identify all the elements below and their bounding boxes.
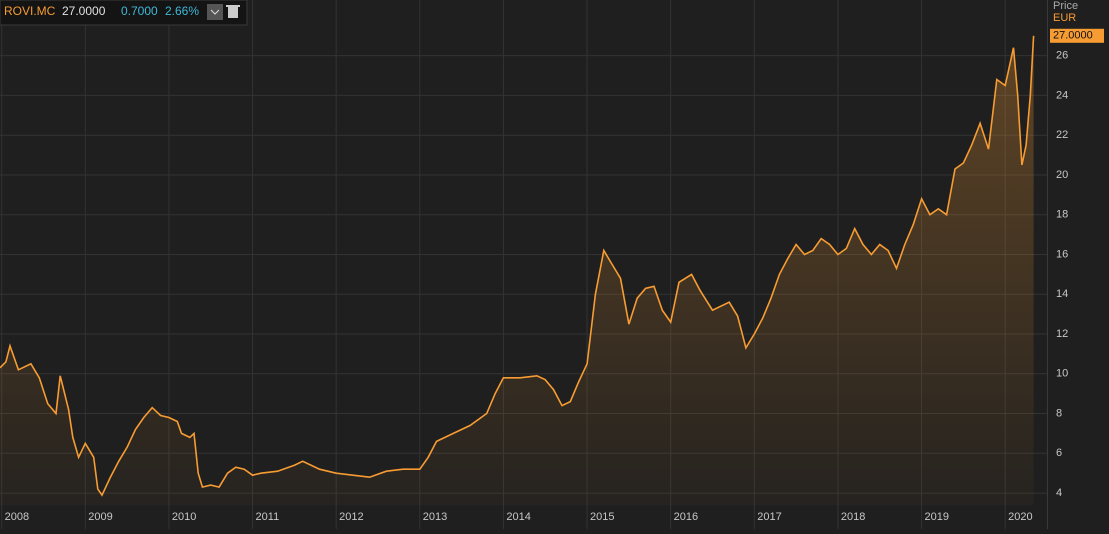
area [0, 35, 1034, 506]
x-tick-label: 2013 [423, 511, 447, 523]
x-tick-label: 2009 [88, 511, 112, 523]
price-line [0, 35, 1035, 497]
x-tick-label: 2020 [1008, 511, 1032, 523]
delete-button[interactable] [226, 5, 240, 18]
y-tick-label: 24 [1056, 89, 1068, 101]
x-tick-label: 2015 [590, 511, 614, 523]
y-tick-label: 18 [1056, 209, 1068, 221]
x-tick-label: 2011 [256, 511, 280, 523]
last-price: 27.0000 [62, 4, 106, 18]
x-tick-label: 2016 [674, 511, 698, 523]
y-tick-label: 16 [1056, 248, 1068, 260]
y-axis-title: Price [1053, 0, 1078, 12]
x-tick-label: 2008 [5, 511, 29, 523]
x-tick-label: 2017 [757, 511, 781, 523]
x-tick-label: 2019 [925, 511, 949, 523]
y-tick-label: 10 [1056, 368, 1068, 380]
y-tick-label: 12 [1056, 328, 1068, 340]
symbol: ROVI.MC [4, 4, 56, 18]
y-tick-label: 8 [1056, 407, 1062, 419]
header-box [0, 0, 248, 26]
x-tick-label: 2014 [506, 511, 530, 523]
y-tick-label: 20 [1056, 169, 1068, 181]
y-tick-label: 4 [1056, 487, 1062, 499]
y-tick-label: 26 [1056, 50, 1068, 62]
currency: EUR [1053, 12, 1076, 24]
y-tick-label: 22 [1056, 129, 1068, 141]
x-tick-label: 2012 [339, 511, 363, 523]
change: 0.7000 [121, 4, 158, 18]
dropdown-button[interactable] [207, 4, 223, 20]
dropdown-icon [210, 9, 220, 15]
x-tick-label: 2010 [172, 511, 196, 523]
x-tick-label: 2018 [841, 511, 865, 523]
y-tick-label: 14 [1056, 288, 1068, 300]
plot-area [0, 0, 1047, 529]
price-tag-label: 27.0000 [1053, 30, 1093, 42]
change-pct: 2.66% [165, 4, 199, 18]
y-tick-label: 6 [1056, 447, 1062, 459]
price-tag [1050, 28, 1104, 43]
